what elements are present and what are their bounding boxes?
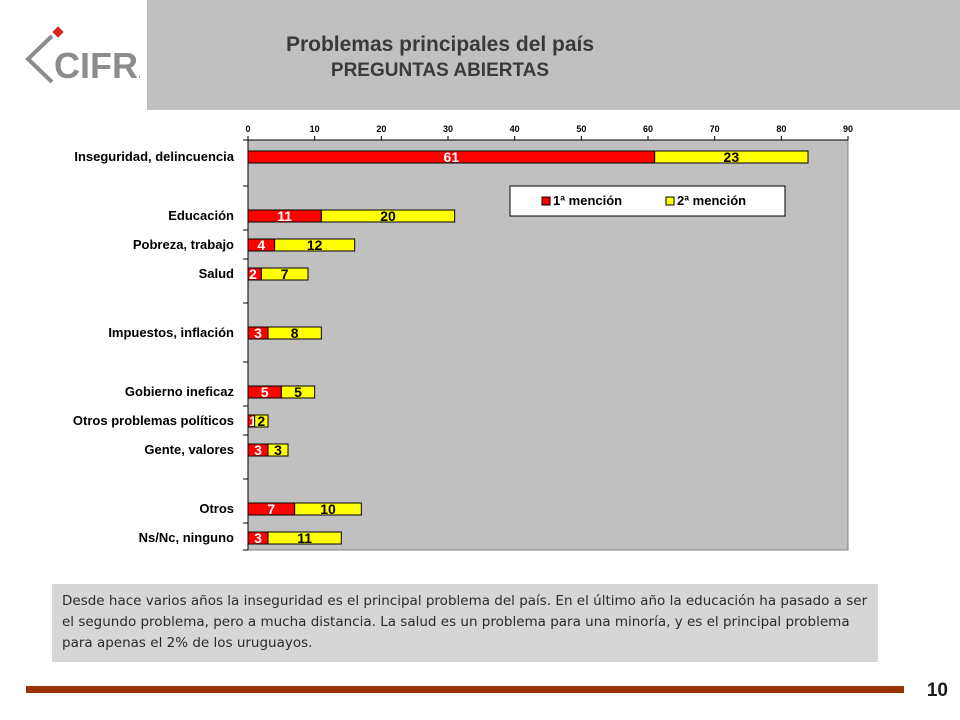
x-tick-label: 70 — [710, 124, 720, 134]
data-label-second: 7 — [281, 266, 289, 282]
x-tick-label: 40 — [510, 124, 520, 134]
legend-swatch-first — [541, 196, 551, 206]
category-label: Impuestos, inflación — [108, 325, 234, 340]
x-tick-label: 0 — [245, 124, 250, 134]
page-subtitle: PREGUNTAS ABIERTAS — [330, 60, 550, 81]
data-label-second: 5 — [294, 384, 302, 400]
data-label-first: 3 — [254, 442, 262, 458]
header-band — [147, 0, 960, 110]
data-label-first: 61 — [444, 149, 460, 165]
data-label-second: 11 — [297, 530, 312, 546]
category-label: Inseguridad, delincuencia — [74, 149, 234, 164]
legend-swatch-second — [665, 196, 675, 206]
bar-chart: 0 10 20 30 40 50 60 70 80 90 Inseguridad, delincue… — [73, 124, 853, 551]
legend-box — [509, 185, 786, 217]
data-label-second: 10 — [320, 501, 336, 517]
x-tick-label: 60 — [643, 124, 653, 134]
summary-note: Desde hace varios años la inseguridad es… — [52, 584, 878, 662]
category-label: Otros — [199, 501, 234, 516]
bar-second-mention — [274, 238, 356, 252]
data-label-second: 20 — [380, 208, 396, 224]
data-label-first: 11 — [277, 208, 292, 224]
x-tick-label: 90 — [843, 124, 853, 134]
data-label-first: 2 — [249, 266, 257, 282]
bar-second-mention — [267, 443, 289, 457]
category-label: Salud — [199, 266, 234, 281]
data-label-first: 1 — [249, 413, 257, 429]
data-label-second: 12 — [307, 237, 323, 253]
bar-second-mention — [320, 209, 456, 223]
bar-second-mention — [267, 326, 322, 340]
data-label-second: 23 — [724, 149, 740, 165]
footer-rule — [26, 686, 904, 693]
legend-label-first: 1ª mención — [553, 193, 622, 208]
bar-second-mention — [280, 385, 316, 399]
bar-second-mention — [294, 502, 362, 516]
category-label: Gente, valores — [144, 442, 234, 457]
bar-second-mention — [254, 414, 269, 428]
category-label: Otros problemas políticos — [73, 413, 234, 428]
category-label: Gobierno ineficaz — [125, 384, 235, 399]
data-label-second: 8 — [291, 325, 299, 341]
data-label-first: 3 — [254, 325, 262, 341]
page-title: Problemas principales del país — [285, 33, 595, 56]
data-label-second: 2 — [257, 413, 265, 429]
bar-second-mention — [654, 150, 809, 164]
logo-text: CIFRA — [54, 45, 140, 86]
x-tick-label: 80 — [776, 124, 786, 134]
data-label-second: 3 — [274, 442, 282, 458]
x-tick-label: 50 — [576, 124, 586, 134]
data-label-first: 3 — [254, 530, 262, 546]
bar-second-mention — [260, 267, 309, 281]
category-label: Ns/Nc, ninguno — [139, 530, 234, 545]
x-tick-label: 20 — [376, 124, 386, 134]
cifra-logo: CIFRA — [25, 26, 140, 86]
data-label-first: 4 — [257, 237, 265, 253]
data-label-first: 5 — [261, 384, 269, 400]
data-label-first: 7 — [267, 501, 275, 517]
category-label: Pobreza, trabajo — [133, 237, 234, 252]
x-tick-label: 10 — [310, 124, 320, 134]
legend-label-second: 2ª mención — [677, 193, 746, 208]
x-tick-label: 30 — [443, 124, 453, 134]
category-label: Educación — [168, 208, 234, 223]
bar-second-mention — [267, 531, 342, 545]
page-number: 10 — [926, 680, 948, 701]
